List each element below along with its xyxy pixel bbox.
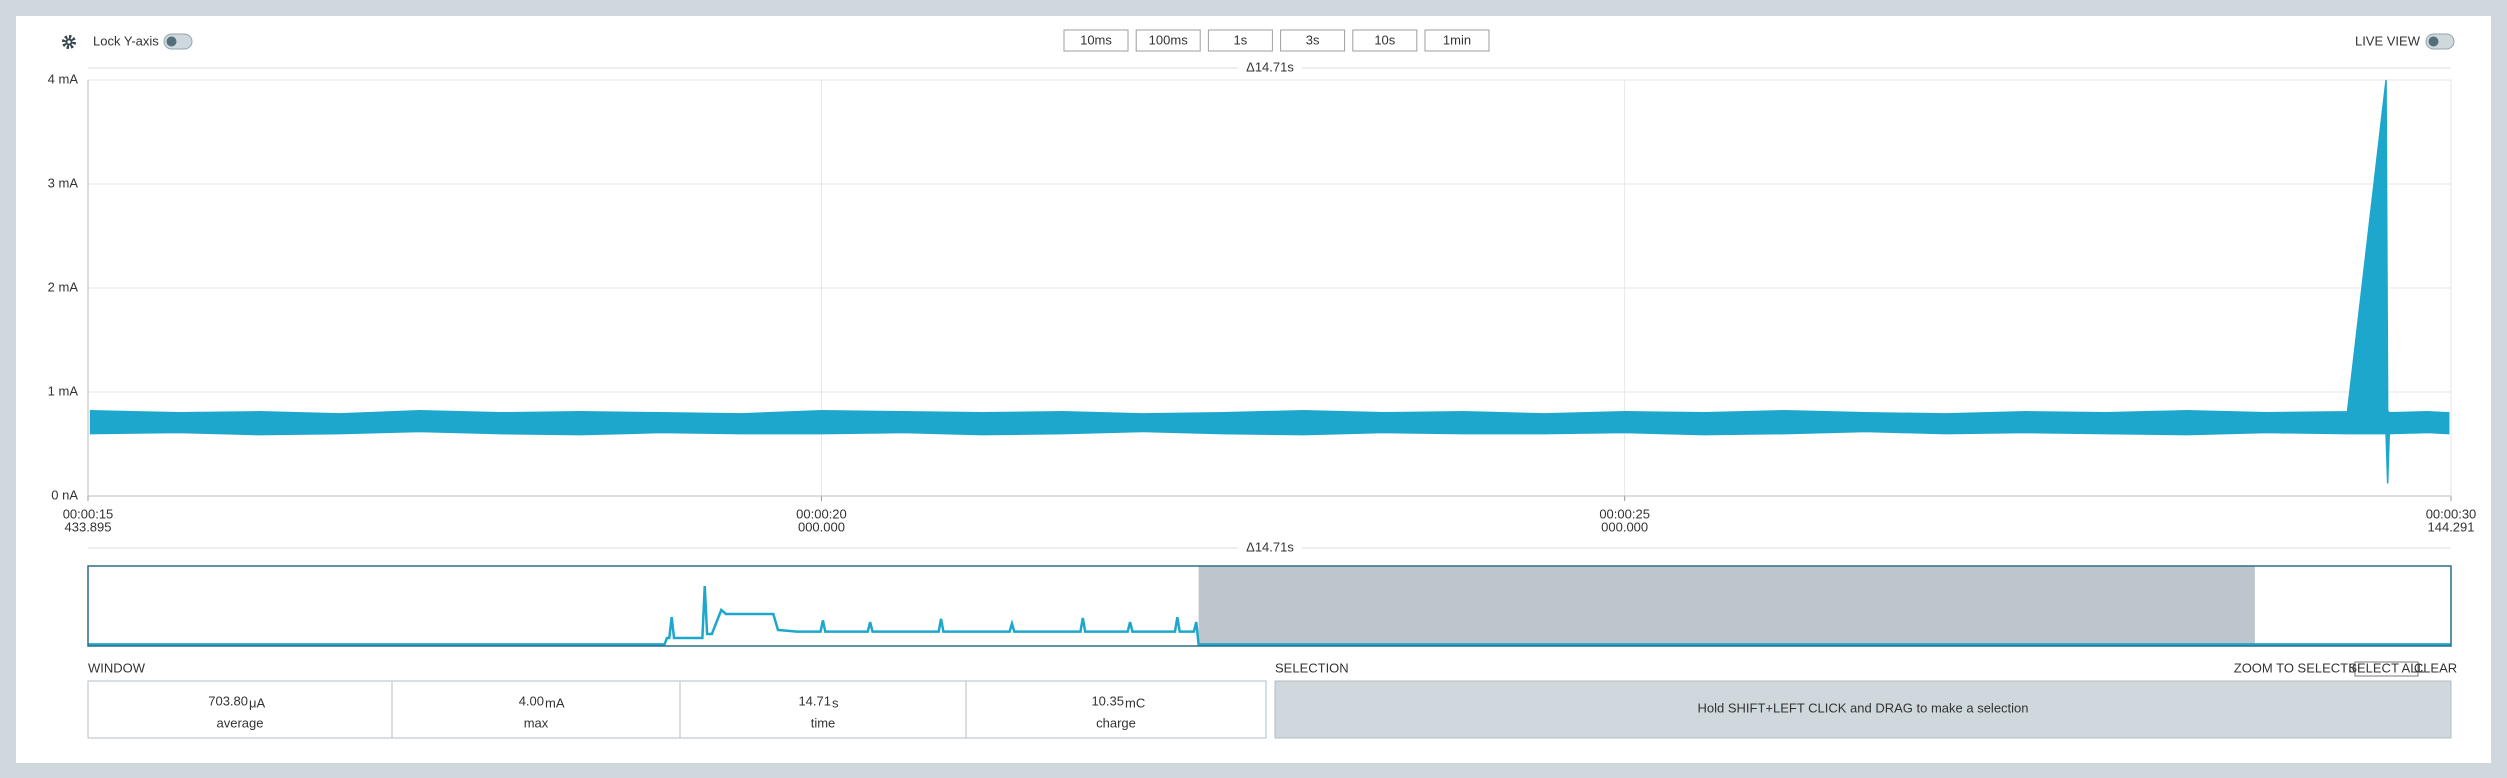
x-tick-sublabel: 000.000 (798, 519, 845, 534)
stat-unit: μA (249, 695, 265, 710)
y-tick-label: 0 nA (51, 487, 78, 502)
stat-unit: s (832, 695, 839, 710)
stat-label: max (524, 715, 549, 730)
overview-frame[interactable] (87, 565, 2452, 647)
y-tick-label: 4 mA (48, 71, 79, 86)
delta-bg (1238, 540, 1302, 556)
live-view-label[interactable]: LIVE VIEW (2355, 33, 2421, 48)
zoom-button-label[interactable]: 10s (1374, 32, 1395, 47)
zoom-button[interactable] (1063, 29, 1129, 52)
stat-value: 10.35 (1091, 693, 1124, 708)
zoom-button[interactable] (1280, 29, 1346, 52)
stat-unit: mA (545, 695, 565, 710)
x-tick-sublabel: 000.000 (1601, 519, 1648, 534)
lock-y-label[interactable]: Lock Y-axis (93, 33, 159, 48)
y-tick-label: 3 mA (48, 175, 79, 190)
zoom-button-label[interactable]: 1s (1234, 32, 1248, 47)
zoom-button-label[interactable]: 1min (1443, 32, 1471, 47)
x-tick-label: 00:00:30 (2426, 506, 2477, 521)
zoom-button[interactable] (1352, 29, 1418, 52)
current-band (89, 79, 2450, 484)
stat-value: 703.80 (208, 693, 248, 708)
x-tick-label: 00:00:20 (796, 506, 847, 521)
selection-button[interactable]: CLEAR (2414, 660, 2457, 675)
selection-button[interactable]: SELECT ALL (2348, 660, 2424, 675)
stat-value: 4.00 (519, 693, 544, 708)
zoom-button-label[interactable]: 3s (1306, 32, 1320, 47)
stat-label: charge (1096, 715, 1136, 730)
settings-icon[interactable] (62, 35, 76, 49)
zoom-button-label[interactable]: 10ms (1080, 32, 1112, 47)
overview-trace (88, 585, 2451, 646)
delta-bg (1238, 60, 1302, 76)
y-tick-label: 2 mA (48, 279, 79, 294)
selection-box (1274, 680, 2452, 739)
y-tick-label: 1 mA (48, 383, 79, 398)
toggle-knob[interactable] (166, 36, 177, 47)
zoom-button[interactable] (1135, 29, 1201, 52)
zoom-button[interactable] (1207, 29, 1273, 52)
selection-button-frame[interactable] (2354, 661, 2419, 677)
stat-label: average (217, 715, 264, 730)
selection-title: SELECTION (1275, 660, 1349, 675)
zoom-button[interactable] (1424, 29, 1490, 52)
stat-unit: mC (1125, 695, 1145, 710)
x-tick-label: 00:00:25 (1599, 506, 1650, 521)
delta-label: Δ14.71s (1246, 539, 1294, 554)
window-title: WINDOW (88, 660, 146, 675)
stat-label: time (811, 715, 836, 730)
panel (16, 16, 2491, 763)
x-tick-sublabel: 144.291 (2428, 519, 2475, 534)
delta-label: Δ14.71s (1246, 59, 1294, 74)
zoom-button-label[interactable]: 100ms (1149, 32, 1189, 47)
selection-hint: Hold SHIFT+LEFT CLICK and DRAG to make a… (1697, 700, 2028, 715)
stat-value: 14.71 (798, 693, 831, 708)
toggle-knob[interactable] (2428, 36, 2439, 47)
x-tick-label: 00:00:15 (63, 506, 114, 521)
x-tick-sublabel: 433.895 (65, 519, 112, 534)
stats-box (87, 680, 1267, 739)
window-region (1198, 566, 2255, 646)
selection-button[interactable]: ZOOM TO SELECTION (2234, 660, 2371, 675)
